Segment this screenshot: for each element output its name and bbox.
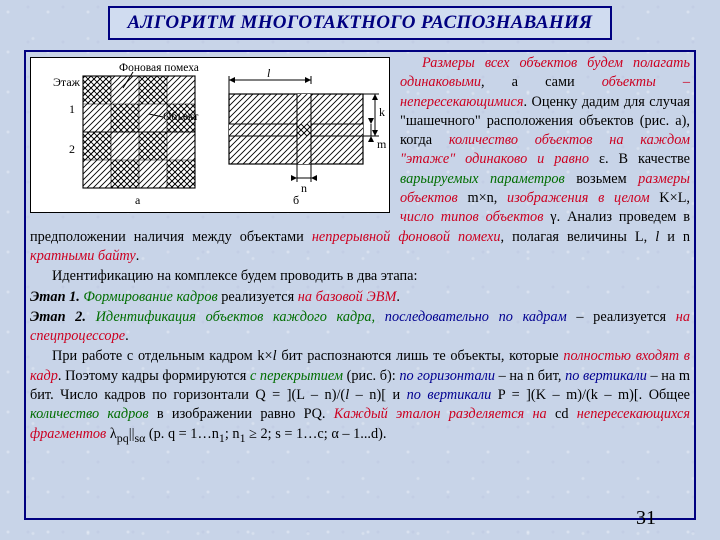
label-k: k xyxy=(379,105,385,119)
page-title: АЛГОРИТМ МНОГОТАКТНОГО РАСПОЗНАВАНИЯ xyxy=(128,12,593,33)
t: ε. В качестве xyxy=(589,151,690,167)
t: sα xyxy=(134,431,145,445)
label-n: n xyxy=(301,181,307,195)
label-l: l xyxy=(267,66,271,80)
t: и n xyxy=(659,229,690,245)
t: Каждый эталон разделяется на xyxy=(334,406,547,422)
label-one: 1 xyxy=(69,102,75,116)
t: по вертикали xyxy=(565,368,647,384)
t: бит распознаются лишь те объекты, которы… xyxy=(277,348,564,364)
t: Идентификация объектов каждого кадра, xyxy=(86,309,385,325)
t: K×L, xyxy=(650,190,690,206)
t: – на n бит, xyxy=(495,368,565,384)
t: , а сами xyxy=(481,74,602,90)
t: реализуется xyxy=(218,289,298,305)
t: Идентификацию на комплексе будем проводи… xyxy=(52,268,418,284)
t: . xyxy=(396,289,400,305)
t: Этап 2. xyxy=(30,309,86,325)
t: количество кадров xyxy=(30,406,149,422)
figure-a: Этаж 1 2 xyxy=(53,62,199,207)
t: λ xyxy=(106,426,117,442)
t: число типов объектов xyxy=(400,209,543,225)
label-m: m xyxy=(377,137,387,151)
t: ≥ 2; s = 1…c; α – 1...d). xyxy=(246,426,387,442)
t: Формирование кадров xyxy=(80,289,218,305)
label-etazh: Этаж xyxy=(53,75,81,89)
page-number: 31 xyxy=(636,507,656,530)
body-text: Этаж 1 2 xyxy=(30,54,690,447)
t: (рис. б): xyxy=(343,368,399,384)
t: по вертикали xyxy=(407,387,492,403)
t: (p. q = 1…n xyxy=(145,426,219,442)
t: m×n, xyxy=(458,190,507,206)
t: . xyxy=(136,248,140,264)
t: – n)[ и xyxy=(349,387,406,403)
t: последовательно по кадрам xyxy=(385,309,567,325)
t: на базовой ЭВМ xyxy=(298,289,397,305)
t: возьмем xyxy=(565,171,638,187)
label-a: а xyxy=(135,193,141,207)
t: . xyxy=(125,328,129,344)
t: варьируемых параметров xyxy=(400,171,565,187)
t: ; n xyxy=(225,426,240,442)
t: изображения в целом xyxy=(507,190,650,206)
t: по горизонтали xyxy=(399,368,495,384)
t: – реализуется xyxy=(567,309,676,325)
t: в изображении равно PQ. xyxy=(149,406,334,422)
label-b: б xyxy=(293,193,299,207)
figure-box: Этаж 1 2 xyxy=(30,57,390,213)
t: Этап 1. xyxy=(30,289,80,305)
t: При работе с отдельным кадром k× xyxy=(52,348,273,364)
label-obj: Объект xyxy=(163,111,198,123)
t: с перекрытием xyxy=(250,368,343,384)
t: непрерывной фоновой помехи xyxy=(312,229,501,245)
t: cd xyxy=(547,406,577,422)
t: P = ](K – m)/(k – m)[. Общее xyxy=(491,387,690,403)
t: , полагая величины L, xyxy=(501,229,656,245)
figure-svg: Этаж 1 2 xyxy=(31,58,389,212)
t: . Поэтому кадры формируются xyxy=(58,368,250,384)
label-fon: Фоновая помеха xyxy=(119,62,199,74)
t: pq xyxy=(117,431,129,445)
label-two: 2 xyxy=(69,142,75,156)
figure-b: l n k xyxy=(229,66,387,207)
page-title-box: АЛГОРИТМ МНОГОТАКТНОГО РАСПОЗНАВАНИЯ xyxy=(108,6,612,40)
t: кратными байту xyxy=(30,248,136,264)
